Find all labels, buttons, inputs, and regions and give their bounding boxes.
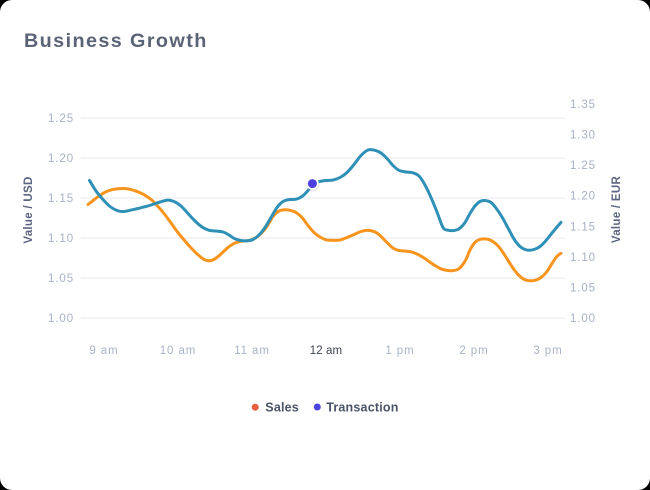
svg-text:10 am: 10 am bbox=[160, 345, 196, 357]
svg-text:1.25: 1.25 bbox=[48, 113, 74, 125]
svg-text:1.25: 1.25 bbox=[570, 160, 596, 172]
svg-text:Sales: Sales bbox=[265, 401, 299, 415]
svg-text:3 pm: 3 pm bbox=[533, 345, 562, 357]
svg-text:1.05: 1.05 bbox=[48, 273, 74, 285]
svg-text:1.15: 1.15 bbox=[570, 221, 596, 233]
svg-text:1.10: 1.10 bbox=[570, 252, 596, 264]
svg-text:Value / USD: Value / USD bbox=[23, 176, 35, 243]
svg-text:1.15: 1.15 bbox=[48, 193, 74, 205]
svg-text:1.00: 1.00 bbox=[570, 313, 596, 325]
svg-text:2 pm: 2 pm bbox=[459, 345, 488, 357]
svg-text:1.35: 1.35 bbox=[570, 99, 596, 111]
svg-text:1.30: 1.30 bbox=[570, 130, 596, 142]
svg-text:Value / EUR: Value / EUR bbox=[611, 176, 623, 244]
svg-text:1 pm: 1 pm bbox=[385, 345, 414, 357]
svg-text:Transaction: Transaction bbox=[326, 401, 398, 415]
svg-text:Business Growth: Business Growth bbox=[24, 30, 208, 52]
svg-text:12 am: 12 am bbox=[310, 345, 342, 357]
svg-text:1.20: 1.20 bbox=[48, 153, 74, 165]
svg-text:9 am: 9 am bbox=[89, 345, 118, 357]
svg-text:1.05: 1.05 bbox=[570, 282, 596, 294]
svg-text:1.00: 1.00 bbox=[48, 313, 74, 325]
svg-text:11 am: 11 am bbox=[234, 345, 270, 357]
svg-text:1.20: 1.20 bbox=[570, 191, 596, 203]
svg-text:1.10: 1.10 bbox=[48, 233, 74, 245]
